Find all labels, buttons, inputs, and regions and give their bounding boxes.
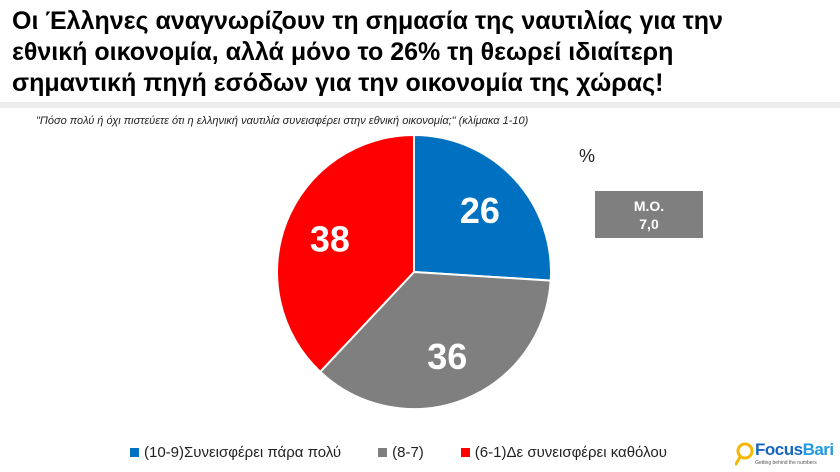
unit-label: % — [579, 146, 596, 166]
pie-chart: 26 36 38 — [276, 133, 552, 410]
mean-label: Μ.Ο. — [633, 197, 665, 214]
legend-label-very-much: (10-9)Συνεισφέρει πάρα πολύ — [144, 443, 342, 461]
logo-bari-text: Bari — [802, 440, 835, 459]
title-line-3: σημαντική πηγή εσόδων για την οικονομία … — [12, 69, 664, 97]
legend-item-middle: (8-7) — [378, 444, 424, 461]
legend-swatch-not-at-all — [460, 447, 470, 457]
logo-focus-text: Focus — [755, 440, 803, 459]
survey-question: "Πόσο πολύ ή όχι πιστεύετε ότι η ελληνικ… — [36, 115, 529, 127]
pie-label-not-at-all: 38 — [310, 219, 350, 260]
pie-slice-middle — [318, 270, 552, 410]
logo-wordmark: FocusBari — [755, 440, 834, 460]
title-line-1: Οι Έλληνες αναγνωρίζουν τη σημασία της ν… — [12, 7, 723, 35]
title-line-2: εθνική οικονομία, αλλά μόνο το 26% τη θε… — [12, 38, 674, 66]
pie-label-very-much: 26 — [460, 190, 500, 231]
title-separator — [0, 102, 840, 108]
mean-box: Μ.Ο. 7,0 — [595, 191, 703, 238]
page-title: Οι Έλληνες αναγνωρίζουν τη σημασία της ν… — [12, 6, 812, 99]
legend-item-not-at-all: (6-1)Δε συνεισφέρει καθόλου — [460, 443, 667, 461]
pie-slice-not-at-all — [276, 133, 415, 374]
magnifier-icon — [735, 442, 754, 466]
legend-swatch-middle — [378, 447, 388, 457]
legend-item-very-much: (10-9)Συνεισφέρει πάρα πολύ — [130, 444, 341, 461]
legend-swatch-very-much — [130, 447, 139, 457]
focusbari-logo: FocusBari Getting behind the numbers — [735, 440, 835, 470]
pie-label-middle: 36 — [427, 336, 467, 377]
logo-tagline: Getting behind the numbers — [755, 460, 817, 466]
chart-legend: (10-9)Συνεισφέρει πάρα πολύ (8-7) (6-1)Δ… — [130, 443, 704, 461]
pie-slice-very-much — [413, 133, 552, 282]
legend-label-not-at-all: (6-1)Δε συνεισφέρει καθόλου — [474, 443, 667, 461]
mean-value: 7,0 — [639, 215, 659, 232]
legend-label-middle: (8-7) — [392, 443, 424, 461]
